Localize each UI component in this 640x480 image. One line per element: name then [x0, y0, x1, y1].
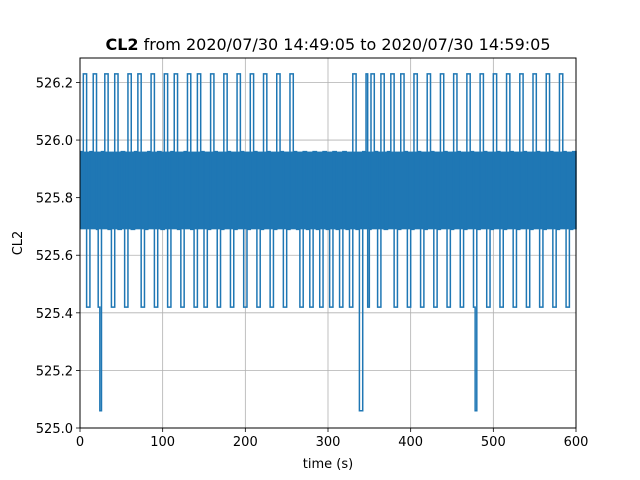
x-tick-label: 500	[481, 435, 506, 450]
series-line	[80, 73, 577, 412]
title-range: from 2020/07/30 14:49:05 to 2020/07/30 1…	[144, 35, 551, 54]
series-layer	[80, 73, 577, 412]
y-tick-label: 525.4	[36, 307, 73, 322]
y-tick-label: 525.6	[36, 249, 73, 264]
title-variable: CL2	[105, 35, 138, 54]
y-axis-label: CL2	[11, 231, 26, 256]
x-tick-label: 200	[233, 435, 258, 450]
x-tick-label: 600	[564, 435, 589, 450]
y-tick-label: 526.0	[36, 134, 73, 149]
chart-title: CL2 from 2020/07/30 14:49:05 to 2020/07/…	[105, 35, 550, 54]
axis-ticks: 0 100 200 300 400 500 600 525.0 525.2 525.4 525.6 5…	[36, 76, 589, 450]
y-tick-label: 525.8	[36, 192, 73, 207]
x-axis-label: time (s)	[303, 457, 353, 472]
x-tick-label: 300	[316, 435, 341, 450]
x-tick-label: 0	[76, 435, 84, 450]
x-tick-label: 100	[150, 435, 175, 450]
x-tick-label: 400	[398, 435, 423, 450]
y-tick-label: 525.0	[36, 422, 73, 437]
y-tick-label: 526.2	[36, 76, 73, 91]
y-tick-label: 525.2	[36, 364, 73, 379]
